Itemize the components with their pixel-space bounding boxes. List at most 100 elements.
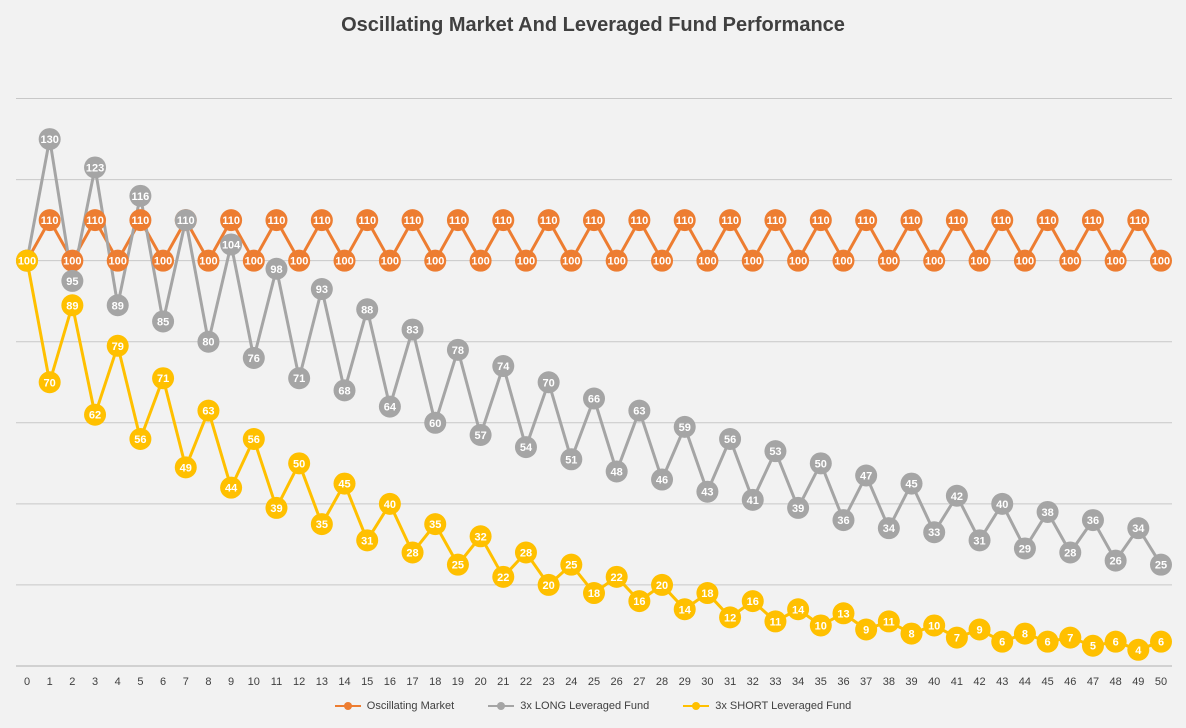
data-point-0 xyxy=(809,209,832,232)
data-label-0: 110 xyxy=(358,215,376,227)
data-label-2: 79 xyxy=(112,341,124,353)
data-label-1: 116 xyxy=(132,191,150,203)
data-label-0: 110 xyxy=(41,215,59,227)
data-point-2 xyxy=(1013,622,1036,645)
data-label-0: 100 xyxy=(63,256,81,268)
data-label-1: 31 xyxy=(973,535,985,547)
data-label-0: 110 xyxy=(948,215,966,227)
data-point-2 xyxy=(1059,626,1082,649)
data-point-1 xyxy=(968,529,991,552)
data-point-2 xyxy=(832,602,855,625)
data-point-0 xyxy=(469,249,492,272)
data-label-1: 71 xyxy=(293,373,305,385)
data-label-1: 95 xyxy=(66,276,78,288)
data-label-0: 100 xyxy=(471,256,489,268)
data-point-1 xyxy=(877,517,900,540)
data-label-1: 33 xyxy=(928,527,940,539)
data-label-1: 43 xyxy=(701,487,713,499)
data-label-1: 85 xyxy=(157,316,169,328)
x-tick-label: 30 xyxy=(701,676,713,688)
data-point-0 xyxy=(356,209,379,232)
data-label-2: 10 xyxy=(815,620,827,632)
x-tick-label: 2 xyxy=(69,676,75,688)
data-point-2 xyxy=(923,614,946,637)
data-label-1: 39 xyxy=(792,503,804,515)
data-label-0: 110 xyxy=(1039,215,1057,227)
data-point-0 xyxy=(1013,249,1036,272)
data-point-0 xyxy=(1104,249,1127,272)
data-label-2: 6 xyxy=(1113,637,1119,649)
data-label-0: 100 xyxy=(789,256,807,268)
x-tick-label: 27 xyxy=(633,676,645,688)
data-label-2: 70 xyxy=(44,377,56,389)
data-point-0 xyxy=(152,249,175,272)
data-point-2 xyxy=(106,334,129,357)
data-point-2 xyxy=(1081,634,1104,657)
data-label-2: 20 xyxy=(543,580,555,592)
data-point-1 xyxy=(537,371,560,394)
data-label-0: 110 xyxy=(1084,215,1102,227)
x-tick-label: 28 xyxy=(656,676,668,688)
data-point-1 xyxy=(220,233,243,256)
legend-item: Oscillating Market xyxy=(334,700,454,712)
legend-label: 3x SHORT Leveraged Fund xyxy=(715,700,852,712)
x-tick-label: 31 xyxy=(724,676,736,688)
data-point-0 xyxy=(197,249,220,272)
data-label-1: 42 xyxy=(951,491,963,503)
data-label-0: 110 xyxy=(903,215,921,227)
data-point-0 xyxy=(968,249,991,272)
data-point-0 xyxy=(741,249,764,272)
x-tick-label: 29 xyxy=(679,676,691,688)
data-point-1 xyxy=(446,338,469,361)
data-point-1 xyxy=(61,269,84,292)
data-point-0 xyxy=(605,249,628,272)
data-point-0 xyxy=(84,209,107,232)
data-point-2 xyxy=(900,622,923,645)
data-label-0: 110 xyxy=(268,215,286,227)
data-point-1 xyxy=(197,330,220,353)
data-point-1 xyxy=(832,509,855,532)
x-tick-label: 37 xyxy=(860,676,872,688)
data-label-0: 100 xyxy=(154,256,172,268)
data-label-2: 4 xyxy=(1135,645,1142,657)
x-tick-label: 33 xyxy=(769,676,781,688)
data-point-1 xyxy=(310,278,333,301)
data-label-0: 100 xyxy=(653,256,671,268)
data-point-2 xyxy=(696,582,719,605)
data-point-2 xyxy=(1150,630,1172,653)
data-point-2 xyxy=(968,618,991,641)
data-point-0 xyxy=(991,209,1014,232)
data-point-2 xyxy=(605,565,628,588)
data-point-2 xyxy=(877,610,900,633)
data-label-0: 110 xyxy=(630,215,648,227)
x-tick-label: 21 xyxy=(497,676,509,688)
data-point-2 xyxy=(1127,638,1150,661)
data-label-1: 51 xyxy=(565,454,577,466)
data-label-2: 22 xyxy=(611,572,623,584)
data-label-1: 25 xyxy=(1155,560,1167,572)
x-tick-label: 5 xyxy=(137,676,143,688)
data-point-2 xyxy=(855,618,878,641)
x-tick-label: 41 xyxy=(951,676,963,688)
data-point-2 xyxy=(401,541,424,564)
data-label-0: 110 xyxy=(1129,215,1147,227)
data-label-0: 100 xyxy=(562,256,580,268)
data-label-2: 35 xyxy=(429,519,441,531)
data-label-2: 14 xyxy=(679,604,692,616)
data-label-0: 100 xyxy=(245,256,263,268)
data-point-0 xyxy=(242,249,265,272)
x-tick-label: 46 xyxy=(1064,676,1076,688)
data-label-2: 63 xyxy=(202,406,214,418)
data-point-2 xyxy=(809,614,832,637)
data-label-2: 5 xyxy=(1090,641,1096,653)
data-label-0: 110 xyxy=(676,215,694,227)
data-point-2 xyxy=(560,553,583,576)
x-tick-label: 45 xyxy=(1041,676,1053,688)
data-label-1: 89 xyxy=(112,300,124,312)
x-tick-label: 16 xyxy=(384,676,396,688)
data-point-1 xyxy=(719,428,742,451)
data-point-1 xyxy=(401,318,424,341)
data-point-2 xyxy=(38,371,61,394)
data-label-1: 93 xyxy=(316,284,328,296)
data-point-1 xyxy=(378,395,401,418)
